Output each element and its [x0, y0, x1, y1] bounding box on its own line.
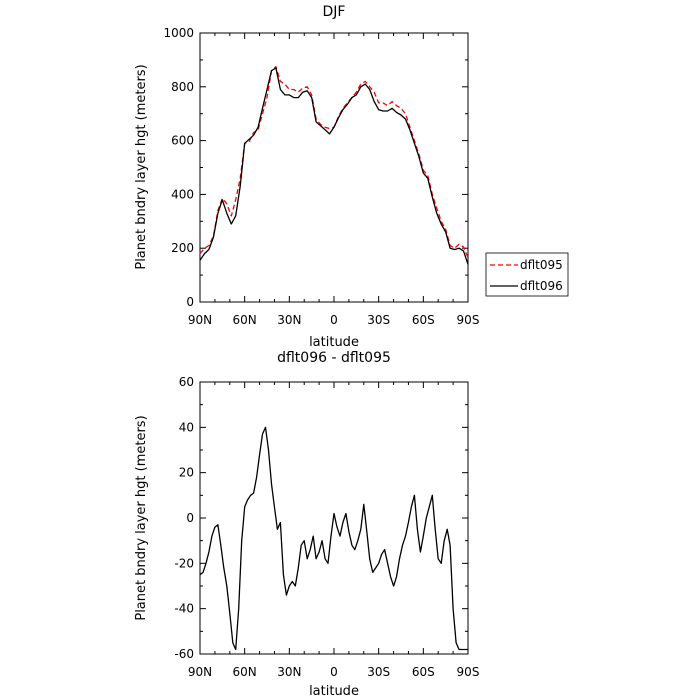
chart1-plot-frame: [199, 32, 469, 303]
chart1-xlabel: latitude: [309, 335, 359, 350]
chart1-series-dflt095: [199, 65, 469, 258]
chart2-ylabel: Planet bndry layer hgt (meters): [134, 415, 149, 620]
chart1-series-dflt096: [199, 67, 469, 265]
chart1-x-tick-label: 90N: [188, 313, 212, 327]
chart2-x-tick-label: 30S: [367, 665, 390, 679]
chart1-ylabel: Planet bndry layer hgt (meters): [134, 64, 149, 269]
chart2-y-tick-label: 60: [179, 375, 194, 389]
chart2-x-tick-label: 90N: [188, 665, 212, 679]
chart2-y-tick-label: -20: [174, 556, 194, 570]
chart1-y-tick-label: 800: [171, 80, 194, 94]
chart2-xlabel: latitude: [309, 684, 359, 699]
chart1-legend: dflt095 dflt096: [485, 252, 569, 297]
legend-box: [485, 252, 569, 297]
chart1-y-tick-label: 400: [171, 187, 194, 201]
chart1-x-tick-label: 60S: [412, 313, 435, 327]
chart2-x-tick-label: 60N: [233, 665, 257, 679]
chart2-y-tick-label: 0: [186, 511, 194, 525]
chart2-title: dflt096 - dflt095: [277, 350, 391, 366]
chart2-x-tick-label: 30N: [277, 665, 301, 679]
chart1-x-tick-label: 90S: [457, 313, 480, 327]
legend-label-dflt096: dflt096: [520, 279, 563, 293]
chart1-y-tick-label: 1000: [163, 26, 194, 40]
chart2-x-tick-label: 0: [330, 665, 338, 679]
chart1-y-tick-label: 0: [186, 295, 194, 309]
chart2-y-tick-label: 40: [179, 420, 194, 434]
chart2-y-tick-label: 20: [179, 466, 194, 480]
chart1-x-tick-label: 30S: [367, 313, 390, 327]
chart1-title: DJF: [323, 4, 346, 20]
chart2-y-tick-label: -40: [174, 602, 194, 616]
chart1-y-tick-label: 600: [171, 134, 194, 148]
chart2-series-line: [199, 426, 468, 651]
chart2-x-tick-label: 60S: [412, 665, 435, 679]
chart1-x-tick-label: 30N: [277, 313, 301, 327]
chart1-y-tick-label: 200: [171, 241, 194, 255]
chart2-x-tick-label: 90S: [457, 665, 480, 679]
chart1-x-tick-label: 60N: [233, 313, 257, 327]
legend-label-dflt095: dflt095: [520, 258, 563, 272]
chart1-x-tick-label: 0: [330, 313, 338, 327]
chart2-y-tick-label: -60: [174, 647, 194, 661]
